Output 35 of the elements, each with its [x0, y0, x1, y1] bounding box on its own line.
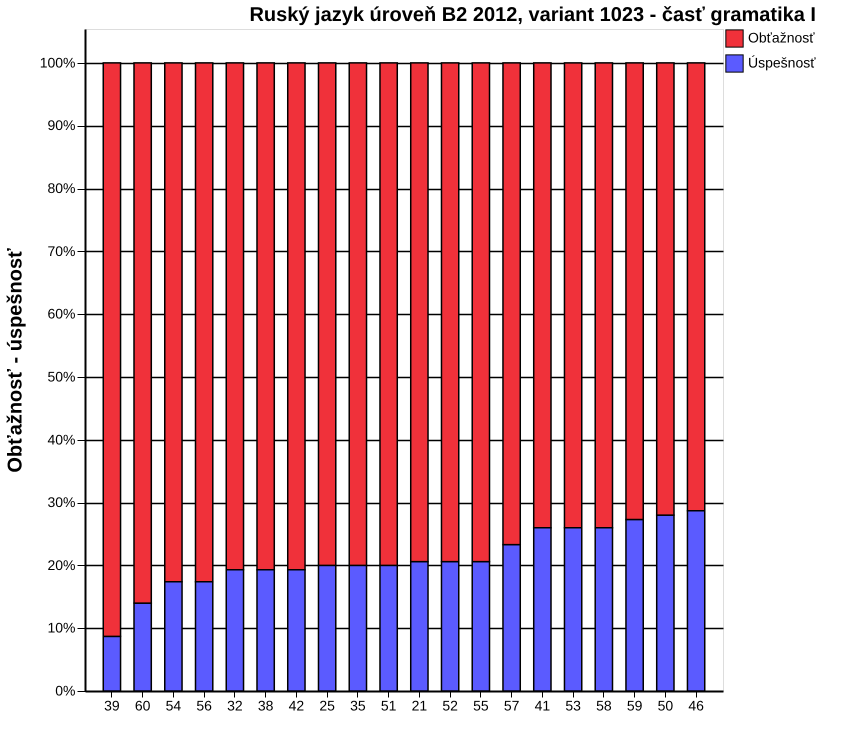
- y-tick-label: 40%: [47, 431, 76, 448]
- x-tick-label: 53: [565, 698, 582, 714]
- y-tick-label: 100%: [40, 54, 76, 70]
- y-tick-label: 80%: [47, 180, 76, 196]
- x-tick-label: 60: [134, 698, 151, 714]
- x-tick-label: 57: [504, 698, 520, 714]
- y-tick-label: 70%: [47, 242, 76, 259]
- x-tick-label: 54: [166, 698, 182, 714]
- x-tick-label: 42: [288, 698, 304, 714]
- x-tick-label: 51: [380, 698, 397, 714]
- legend-label: Obťažnosť: [748, 30, 816, 46]
- x-tick-label: 32: [227, 698, 243, 714]
- x-tick-label: 39: [104, 698, 120, 714]
- chart-title: Ruský jazyk úroveň B2 2012, variant 1023 - časť gramatika I: [249, 4, 816, 26]
- x-tick-label: 35: [350, 698, 366, 714]
- y-tick-label: 0%: [55, 682, 76, 698]
- x-tick-label: 21: [412, 698, 428, 714]
- x-tick-label: 59: [626, 698, 643, 714]
- x-tick-label: 41: [534, 698, 550, 714]
- y-tick-label: 60%: [47, 306, 76, 322]
- y-tick-label: 50%: [47, 368, 76, 384]
- x-tick-label: 38: [258, 698, 274, 714]
- x-tick-label: 58: [596, 698, 612, 714]
- x-tick-label: 56: [196, 698, 212, 714]
- x-tick-label: 25: [319, 698, 336, 714]
- legend-label: Úspešnosť: [748, 54, 816, 70]
- y-tick-label: 90%: [47, 117, 76, 134]
- x-tick-label: 55: [473, 698, 489, 714]
- x-tick-label: 52: [442, 698, 458, 714]
- y-tick-label: 10%: [47, 620, 76, 636]
- y-tick-label: 30%: [47, 494, 76, 510]
- y-axis-title: Obťažnosť - úspešnosť: [4, 248, 27, 473]
- x-tick-label: 46: [688, 698, 704, 714]
- y-tick-label: 20%: [47, 556, 76, 573]
- x-tick-label: 50: [658, 698, 674, 714]
